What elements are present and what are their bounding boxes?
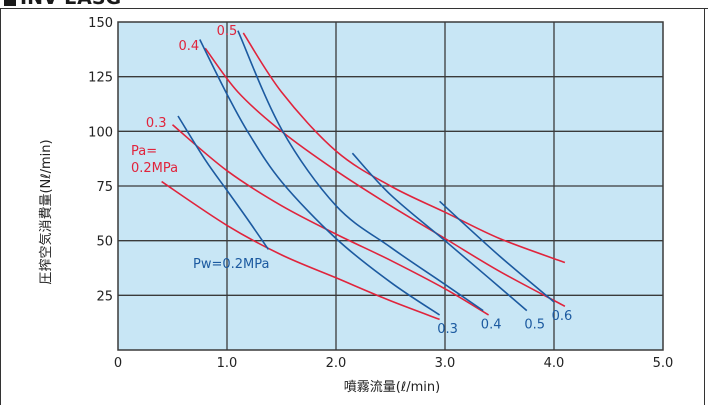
series-label-pw-6: 0.4 (481, 318, 502, 333)
header-square-icon (4, 0, 16, 6)
series-label-pw-8: 0.6 (552, 309, 573, 324)
series-line-pa-1 (171, 124, 490, 316)
x-tick-label: 3.0 (435, 356, 456, 371)
series-line-pw-7 (351, 152, 528, 312)
header-strip: INV-EASG (0, 0, 708, 8)
y-tick-label: 50 (96, 235, 113, 250)
y-tick-label: 75 (96, 180, 113, 195)
series-label-pa-1: 0.3 (146, 116, 167, 131)
series-line-pw-8 (439, 200, 555, 303)
header-title: INV-EASG (20, 0, 121, 8)
pa-series-title: 0.2MPa (131, 161, 178, 176)
series-line-pw-5 (199, 39, 441, 316)
y-tick-label: 150 (88, 16, 113, 31)
y-tick-label: 125 (88, 71, 113, 86)
series-label-pa-2: 0.4 (179, 39, 200, 54)
y-axis-label: 圧搾空気消費量(Nℓ/min) (38, 139, 54, 284)
frame-left-line (0, 8, 1, 405)
series-line-pa-0 (161, 180, 440, 321)
series-line-pw-6 (237, 30, 484, 312)
x-axis-label: 噴霧流量(ℓ/min) (344, 380, 440, 395)
x-tick-label: 1.0 (217, 356, 238, 371)
series-line-pa-2 (204, 47, 566, 308)
series-label-pw-7: 0.5 (524, 318, 545, 333)
frame-top-line (0, 8, 708, 9)
series-labels: 0.3 0.4 0.5 0.3 0.4 0.5 0.6 Pa= 0.2MPa Pw=0.2MPa (131, 24, 572, 337)
series-line-pw-4 (177, 115, 270, 250)
pa-series-title: Pa= (131, 144, 157, 159)
x-tick-label: 0 (114, 356, 122, 371)
pw-series-title: Pw=0.2MPa (193, 257, 269, 272)
x-tick-label: 5.0 (653, 356, 674, 371)
y-tick-label: 100 (88, 125, 113, 140)
series-label-pw-5: 0.3 (437, 322, 458, 337)
x-tick-label: 2.0 (326, 356, 347, 371)
tick-labels: 0 1.0 2.0 3.0 4.0 5.0 25 50 75 100 125 150 (88, 16, 673, 371)
series-line-pa-3 (242, 32, 566, 264)
series-label-pa-3: 0.5 (217, 24, 238, 39)
x-tick-label: 4.0 (544, 356, 565, 371)
frame-right-line (704, 8, 705, 405)
series-lines (161, 30, 566, 321)
y-tick-label: 25 (96, 289, 113, 304)
